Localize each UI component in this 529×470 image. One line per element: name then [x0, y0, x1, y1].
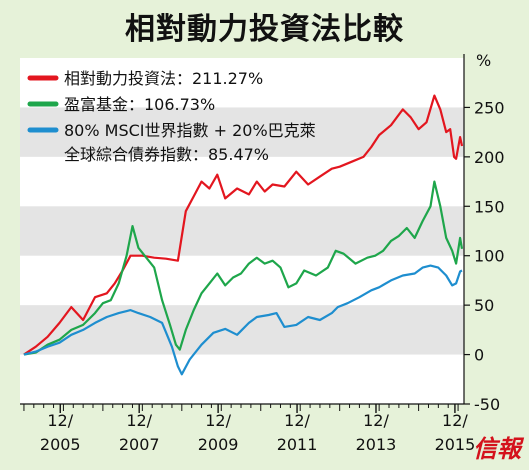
x-tick-label-year: 2005: [40, 435, 81, 454]
x-tick-label-year: 2009: [198, 435, 239, 454]
legend: 相對動力投資法：211.27% 盈富基金：106.73% 80% MSCI世界指數 …: [27, 69, 316, 164]
x-tick-label-month: 12/: [442, 411, 468, 430]
y-tick-label: 0: [474, 346, 484, 365]
x-tick-label-year: 2013: [356, 435, 397, 454]
y-tick-label: 150: [474, 197, 505, 216]
series-line-2: [23, 180, 464, 356]
x-tick-label-year: 2007: [119, 435, 160, 454]
legend-label-2: 盈富基金：106.73%: [64, 95, 215, 114]
logo: 信報: [473, 434, 521, 463]
grid-band: [20, 107, 464, 157]
series-line-1: [23, 94, 464, 356]
x-tick-label-month: 12/: [363, 411, 389, 430]
chart-title: 相對動力投資法比較: [125, 12, 404, 47]
x-tick-label-month: 12/: [126, 411, 152, 430]
x-tick-label-month: 12/: [284, 411, 310, 430]
grid-bands: [20, 58, 464, 404]
series-layer: [23, 94, 464, 376]
grid-band: [20, 206, 464, 256]
x-tick-label-year: 2011: [277, 435, 318, 454]
series-line-3: [23, 264, 463, 376]
axes: -50 0 50 100 150 200 250% 12/2005 12/2007 12/2009…: [20, 51, 505, 454]
x-tick-label-month: 12/: [205, 411, 231, 430]
y-tick-label: 100: [474, 247, 505, 266]
legend-label-1: 相對動力投資法：211.27%: [64, 69, 263, 88]
y-tick-label: 50: [474, 296, 494, 315]
y-tick-label: -50: [474, 395, 500, 414]
y-tick-label: 200: [474, 148, 505, 167]
legend-label-3: 80% MSCI世界指數 + 20%巴克萊: [64, 121, 316, 140]
y-tick-label: 250: [474, 98, 505, 117]
x-tick-label-month: 12/: [47, 411, 73, 430]
y-unit-label: %: [476, 51, 491, 70]
x-tick-label-year: 2015: [435, 435, 476, 454]
legend-label-3: 全球綜合債券指數：85.47%: [64, 145, 269, 164]
